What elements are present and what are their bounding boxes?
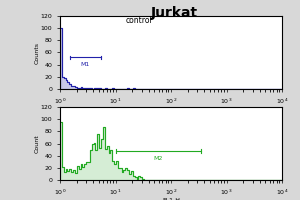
Text: Jurkat: Jurkat [150,6,198,20]
X-axis label: FL1-H: FL1-H [162,107,180,112]
Text: M2: M2 [154,156,163,161]
X-axis label: FL1-H: FL1-H [162,198,180,200]
Text: M1: M1 [81,62,90,67]
Y-axis label: Count: Count [34,134,39,153]
Text: control: control [125,16,152,25]
Y-axis label: Counts: Counts [34,42,39,64]
